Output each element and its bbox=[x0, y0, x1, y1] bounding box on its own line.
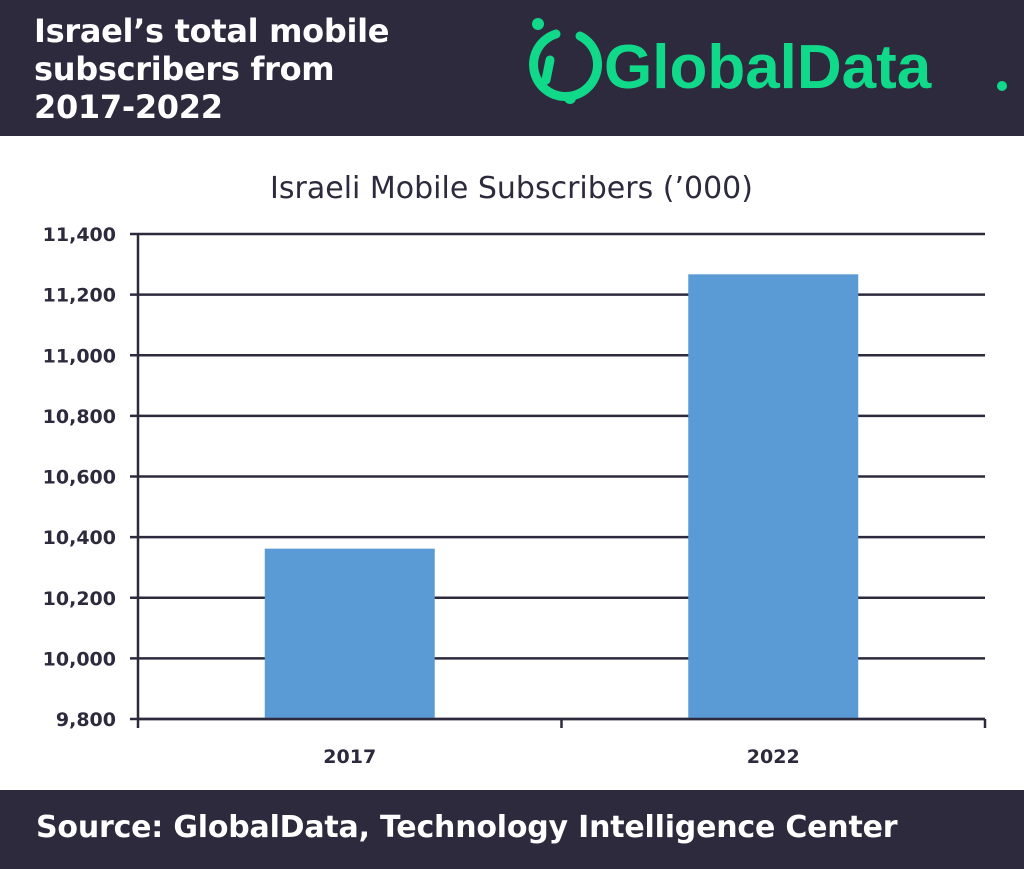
title-line-3: 2017-2022 bbox=[34, 88, 223, 126]
y-tick-label: 10,200 bbox=[43, 588, 116, 610]
bar-2022 bbox=[688, 274, 859, 719]
logo-dot-top bbox=[532, 18, 544, 30]
y-tick-label: 10,000 bbox=[43, 648, 116, 670]
y-tick-label: 11,000 bbox=[43, 345, 116, 367]
logo-period bbox=[997, 81, 1007, 91]
header-banner: Israel’s total mobile subscribers from 2… bbox=[0, 0, 1024, 136]
y-tick-label: 10,600 bbox=[43, 467, 116, 489]
y-tick-label: 10,400 bbox=[43, 527, 116, 549]
title-line-1: Israel’s total mobile bbox=[34, 12, 390, 50]
globaldata-logo: GlobalData bbox=[529, 18, 1007, 104]
bar-chart: Israeli Mobile Subscribers (’000) 9,800 10… bbox=[43, 171, 987, 768]
chart-title: Israeli Mobile Subscribers (’000) bbox=[270, 171, 753, 206]
chart-container: Israeli Mobile Subscribers (’000) 9,800 10… bbox=[0, 136, 1024, 790]
title-line-2: subscribers from bbox=[34, 50, 335, 88]
y-tick-label: 11,400 bbox=[43, 224, 116, 246]
bar-2017 bbox=[264, 548, 435, 719]
globaldata-logo-icon bbox=[529, 29, 602, 101]
y-tick-label: 9,800 bbox=[56, 709, 116, 731]
x-tick-label: 2022 bbox=[747, 746, 800, 768]
y-tick-label: 11,200 bbox=[43, 285, 116, 307]
footer-banner: Source: GlobalData, Technology Intellige… bbox=[0, 790, 1024, 869]
logo-dot-bottom bbox=[564, 92, 576, 104]
page-title: Israel’s total mobile subscribers from 2… bbox=[34, 12, 454, 126]
y-tick-label: 10,800 bbox=[43, 406, 116, 428]
x-tick-label: 2017 bbox=[323, 746, 376, 768]
source-note: Source: GlobalData, Technology Intellige… bbox=[36, 810, 898, 845]
globaldata-wordmark: GlobalData bbox=[604, 33, 932, 102]
